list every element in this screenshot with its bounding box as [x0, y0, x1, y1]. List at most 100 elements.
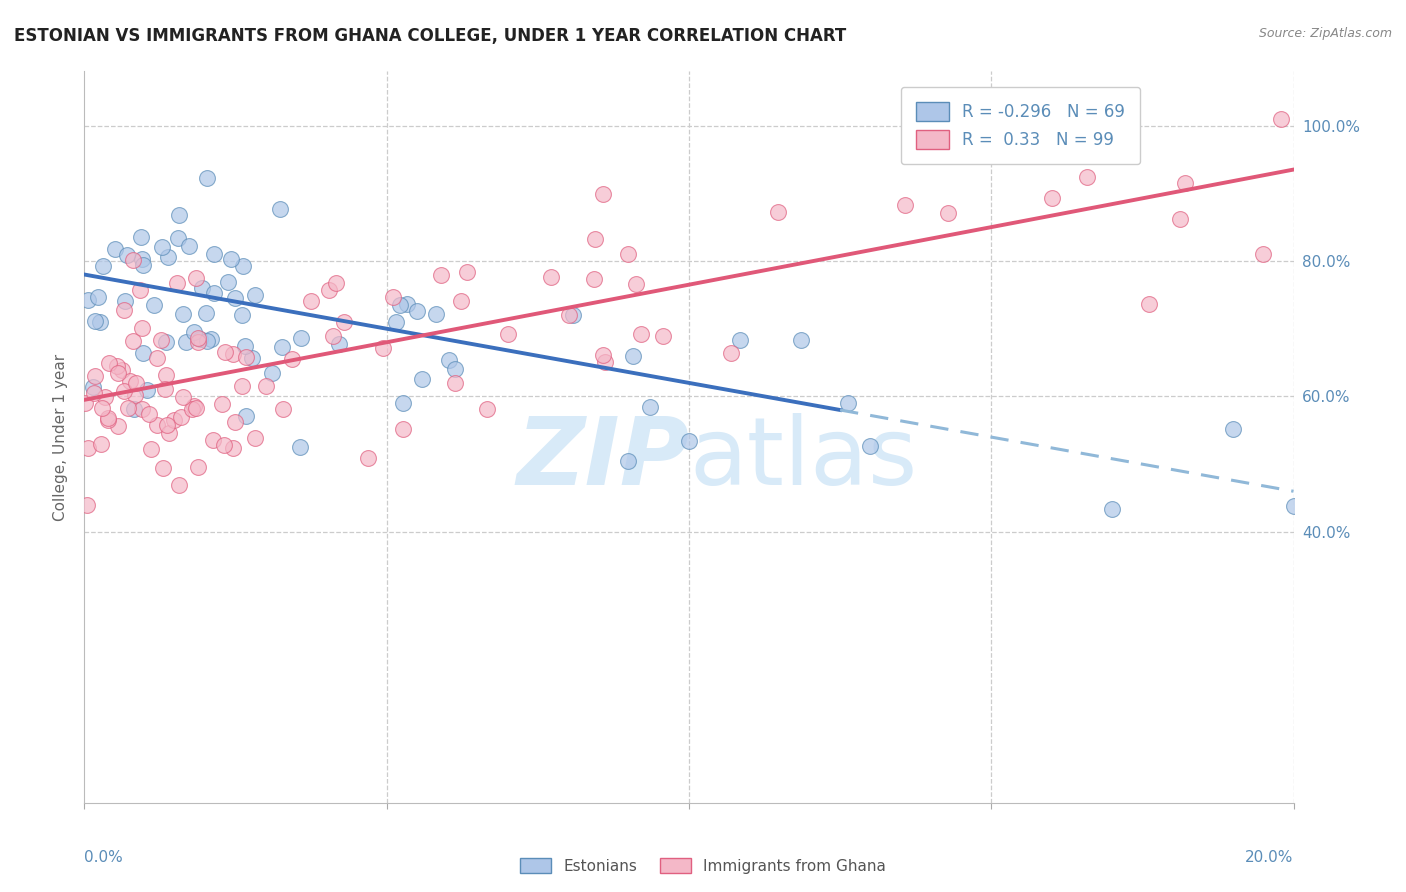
Point — [96, 410, 118, 425]
Point — [558, 308, 581, 322]
Point — [456, 265, 478, 279]
Point — [153, 382, 176, 396]
Point — [214, 344, 236, 359]
Point — [720, 346, 742, 360]
Point — [617, 453, 640, 467]
Point — [167, 478, 190, 492]
Point — [129, 230, 152, 244]
Point — [371, 341, 394, 355]
Point — [76, 441, 98, 455]
Point — [392, 396, 415, 410]
Point — [90, 437, 112, 451]
Point — [143, 298, 166, 312]
Point — [288, 440, 311, 454]
Point — [231, 379, 253, 393]
Point — [139, 442, 162, 457]
Point — [187, 331, 209, 345]
Point — [177, 239, 200, 253]
Point — [174, 334, 197, 349]
Point — [221, 347, 243, 361]
Point — [146, 417, 169, 432]
Point — [328, 337, 350, 351]
Point — [200, 332, 222, 346]
Point — [172, 390, 194, 404]
Point — [170, 409, 193, 424]
Point — [299, 294, 322, 309]
Point — [430, 268, 453, 283]
Point — [83, 385, 105, 400]
Text: ESTONIAN VS IMMIGRANTS FROM GHANA COLLEGE, UNDER 1 YEAR CORRELATION CHART: ESTONIAN VS IMMIGRANTS FROM GHANA COLLEG… — [14, 27, 846, 45]
Point — [222, 442, 245, 456]
Point — [837, 395, 859, 409]
Point — [115, 248, 138, 262]
Point — [443, 362, 465, 376]
Point — [187, 459, 209, 474]
Legend: Estonians, Immigrants from Ghana: Estonians, Immigrants from Ghana — [515, 852, 891, 880]
Point — [245, 287, 267, 301]
Point — [333, 315, 356, 329]
Point — [156, 250, 179, 264]
Point — [157, 426, 180, 441]
Point — [73, 396, 96, 410]
Point — [425, 308, 447, 322]
Point — [450, 293, 472, 308]
Point — [181, 402, 204, 417]
Point — [212, 438, 235, 452]
Point — [219, 252, 242, 266]
Point — [150, 240, 173, 254]
Point — [894, 198, 917, 212]
Point — [439, 352, 461, 367]
Point — [561, 308, 583, 322]
Point — [201, 433, 224, 447]
Point — [112, 384, 135, 398]
Text: 20.0%: 20.0% — [1246, 850, 1294, 865]
Point — [107, 366, 129, 380]
Point — [166, 277, 188, 291]
Text: atlas: atlas — [689, 413, 917, 505]
Point — [260, 366, 283, 380]
Point — [235, 409, 257, 423]
Point — [936, 206, 959, 220]
Point — [621, 349, 644, 363]
Point — [125, 376, 148, 390]
Point — [163, 413, 186, 427]
Point — [1040, 191, 1063, 205]
Point — [98, 355, 121, 369]
Point — [104, 242, 127, 256]
Point — [195, 171, 218, 186]
Point — [593, 355, 616, 369]
Point — [626, 277, 648, 291]
Point — [202, 246, 225, 260]
Point — [124, 387, 146, 401]
Point — [217, 275, 239, 289]
Point — [444, 376, 467, 390]
Point — [406, 303, 429, 318]
Point — [231, 308, 253, 322]
Point — [540, 270, 562, 285]
Point — [728, 333, 751, 347]
Point — [90, 401, 112, 415]
Point — [318, 284, 340, 298]
Point — [592, 348, 614, 362]
Point — [652, 329, 675, 343]
Point — [1174, 177, 1197, 191]
Point — [1253, 247, 1275, 261]
Point — [290, 331, 312, 345]
Point — [105, 359, 128, 373]
Point — [188, 332, 211, 346]
Point — [385, 315, 408, 329]
Point — [790, 333, 813, 347]
Point — [271, 341, 294, 355]
Point — [233, 339, 256, 353]
Point — [224, 292, 246, 306]
Point — [97, 413, 120, 427]
Point — [396, 296, 419, 310]
Point — [1282, 500, 1305, 514]
Point — [245, 431, 267, 445]
Point — [322, 329, 344, 343]
Point — [1137, 297, 1160, 311]
Point — [184, 401, 207, 416]
Point — [132, 346, 155, 360]
Point — [183, 325, 205, 339]
Point — [269, 202, 291, 216]
